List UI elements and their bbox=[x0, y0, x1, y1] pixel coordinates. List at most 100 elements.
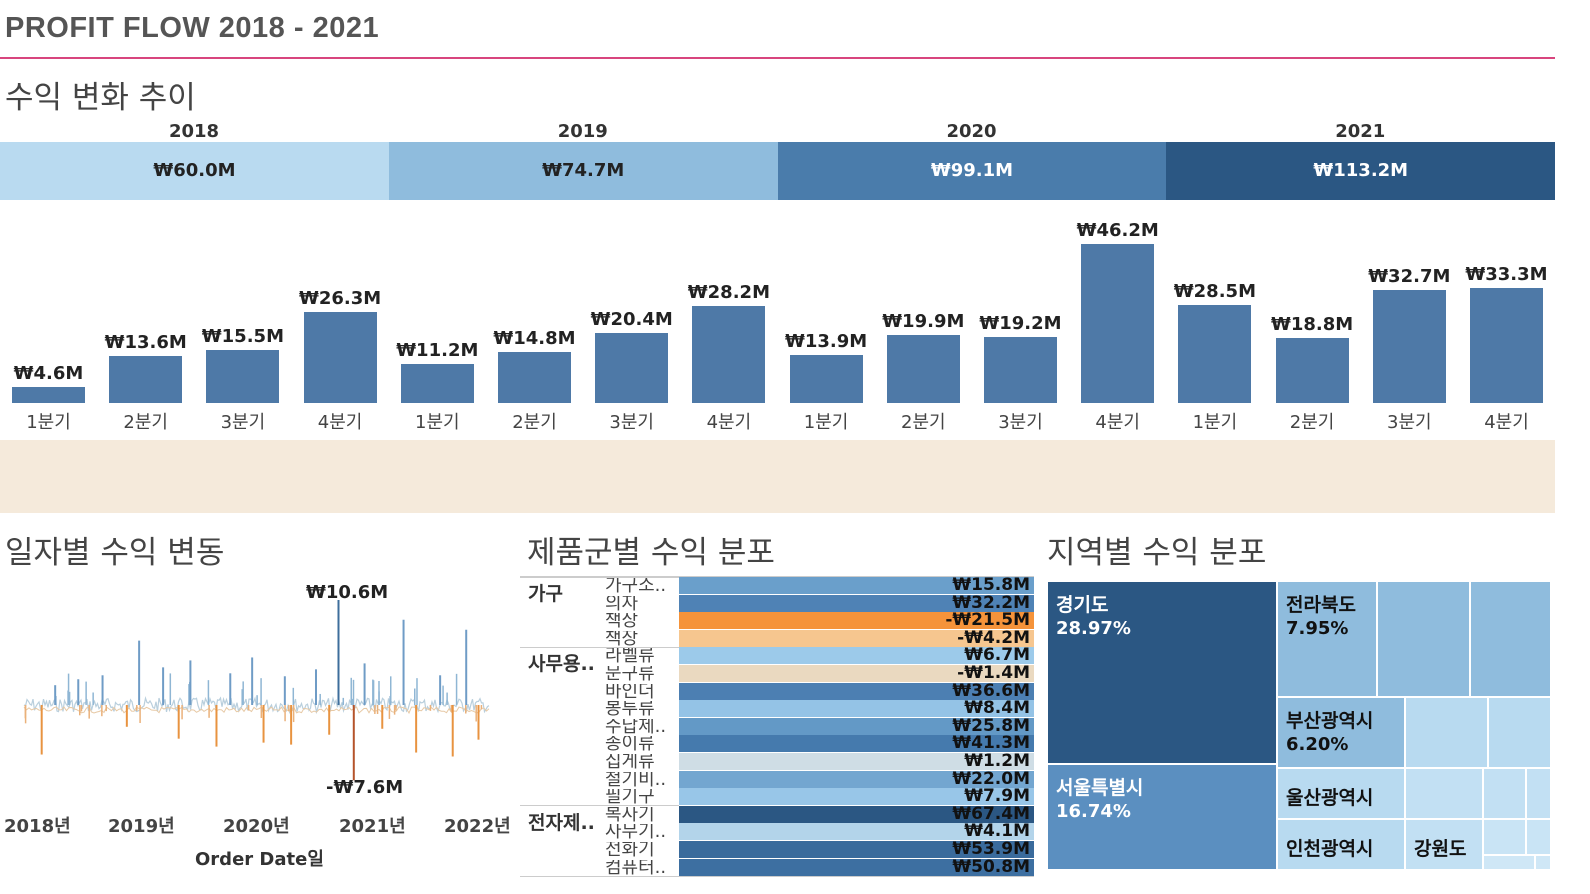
product-bar: -₩1.4M bbox=[679, 663, 1034, 683]
product-subcategory-label: 책상 bbox=[605, 613, 639, 631]
quarter-bar bbox=[400, 364, 474, 403]
product-subcategory-label: 전화기 bbox=[605, 842, 655, 859]
quarter-bar bbox=[1372, 290, 1446, 403]
region-cell-unlabeled bbox=[1483, 855, 1535, 870]
region-cell-unlabeled bbox=[1488, 697, 1551, 768]
daily-x-tick-label: 2018년 bbox=[4, 816, 71, 837]
region-name: 울산광역시 bbox=[1286, 786, 1374, 809]
quarter-bar-label: ₩19.2M bbox=[979, 312, 1062, 334]
region-cell-unlabeled bbox=[1526, 819, 1551, 855]
quarter-tick-label: 2분기 bbox=[901, 412, 946, 433]
quarter-tick-label: 4분기 bbox=[706, 412, 752, 433]
quarter-bar-label: ₩33.3M bbox=[1465, 264, 1548, 286]
product-subcategory-label: 집게류 bbox=[605, 754, 655, 771]
product-frame-bottom bbox=[520, 876, 1034, 878]
quarter-bar-label: ₩4.6M bbox=[13, 363, 84, 385]
region-cell-unlabeled bbox=[1535, 855, 1551, 870]
quarter-tick-label: 4분기 bbox=[1095, 412, 1140, 433]
product-bar: ₩22.0M bbox=[679, 768, 1034, 789]
product-bar-label: ₩15.8M bbox=[952, 575, 1030, 595]
product-bar: ₩41.3M bbox=[679, 733, 1034, 753]
region-name: 서울특별시 bbox=[1056, 777, 1144, 799]
region-cell-unlabeled bbox=[1483, 819, 1526, 855]
product-bar: ₩7.9M bbox=[679, 786, 1034, 807]
quarter-tick-label: 2분기 bbox=[123, 412, 168, 433]
product-group-separator bbox=[520, 805, 679, 807]
quarter-bar bbox=[692, 305, 766, 403]
quarter-bar-label: ₩26.3M bbox=[299, 288, 382, 310]
product-bar: ₩15.8M bbox=[679, 575, 1034, 595]
trend-section-title: 수익 변화 추이 bbox=[5, 80, 196, 116]
product-bar: -₩4.2M bbox=[679, 627, 1034, 648]
region-name: 강원도 bbox=[1414, 837, 1467, 860]
product-bar-label: ₩53.9M bbox=[952, 839, 1030, 859]
product-bar-label: ₩67.4M bbox=[952, 803, 1030, 824]
quarter-tick-label: 1분기 bbox=[1192, 412, 1238, 433]
product-bar-label: ₩50.8M bbox=[952, 856, 1030, 877]
product-bar: ₩32.2M bbox=[679, 593, 1034, 613]
product-subcategory-label: 철기비.. bbox=[605, 771, 667, 789]
product-frame-top bbox=[520, 576, 1034, 577]
product-subcategory-label: 사무기.. bbox=[605, 824, 667, 842]
product-category-label: 전자제.. bbox=[528, 811, 595, 834]
daily-min-label: -₩7.6M bbox=[326, 777, 404, 798]
quarter-tick-label: 3분기 bbox=[609, 412, 654, 433]
product-bar-label: -₩4.2M bbox=[957, 627, 1030, 648]
daily-x-axis-title: Order Date일 bbox=[195, 849, 324, 870]
quarter-bar-label: ₩15.5M bbox=[201, 325, 284, 347]
region-cell-unlabeled bbox=[1377, 581, 1470, 697]
region-cell: 경기도 28.97% bbox=[1047, 581, 1277, 764]
quarter-bar bbox=[206, 349, 280, 403]
product-bar-label: ₩8.4M bbox=[964, 698, 1030, 719]
product-bar-label: ₩7.9M bbox=[964, 786, 1030, 807]
region-cell: 강원도 bbox=[1405, 819, 1483, 870]
product-category-label: 사무용.. bbox=[528, 653, 595, 676]
region-percent: 28.97% bbox=[1056, 618, 1131, 639]
product-bar-label: ₩36.6M bbox=[952, 680, 1030, 701]
quarter-bar bbox=[595, 332, 669, 403]
product-bar-label: ₩22.0M bbox=[952, 768, 1030, 789]
product-bar: ₩8.4M bbox=[679, 698, 1034, 719]
year-total-cell: ₩74.7M bbox=[388, 142, 778, 200]
quarter-tick-label: 1분기 bbox=[26, 412, 71, 433]
product-group-separator bbox=[520, 646, 679, 648]
spacer-band bbox=[0, 440, 1555, 513]
quarter-bar-label: ₩28.5M bbox=[1173, 280, 1256, 302]
daily-x-tick-label: 2019년 bbox=[108, 816, 175, 837]
quarter-tick-label: 3분기 bbox=[998, 412, 1043, 433]
quarter-bar-label: ₩11.2M bbox=[396, 340, 479, 362]
year-total-cell: ₩99.1M bbox=[777, 142, 1167, 200]
product-section-title: 제품군별 수익 분포 bbox=[527, 535, 775, 571]
year-label: 2018 bbox=[168, 121, 220, 142]
quarter-bar bbox=[498, 352, 571, 403]
region-name: 인천광역시 bbox=[1286, 837, 1374, 860]
daily-x-tick-label: 2021년 bbox=[339, 816, 406, 837]
product-subcategory-label: 바인더 bbox=[605, 683, 655, 701]
product-category-label: 가구 bbox=[528, 583, 563, 605]
region-name: 전라북도 bbox=[1286, 594, 1356, 616]
product-subcategory-label: 가구소.. bbox=[605, 578, 667, 595]
quarter-bar bbox=[1470, 288, 1543, 403]
quarter-bar-label: ₩18.8M bbox=[1271, 314, 1354, 336]
quarter-bar-label: ₩32.7M bbox=[1368, 266, 1451, 288]
quarter-bar bbox=[789, 355, 863, 403]
product-bar: ₩53.9M bbox=[679, 839, 1034, 859]
title-divider bbox=[0, 57, 1555, 59]
region-name: 부산광역시 bbox=[1286, 710, 1374, 732]
quarter-tick-label: 4분기 bbox=[317, 412, 363, 433]
year-label: 2021 bbox=[1335, 121, 1386, 142]
product-bar: ₩6.7M bbox=[679, 645, 1034, 665]
year-label: 2020 bbox=[946, 121, 997, 142]
daily-profit-chart bbox=[23, 600, 490, 781]
region-cell: 전라북도 7.95% bbox=[1277, 581, 1377, 697]
product-bar: ₩67.4M bbox=[679, 803, 1034, 824]
quarter-bar-label: ₩28.2M bbox=[687, 281, 770, 303]
product-bar: -₩21.5M bbox=[679, 610, 1034, 630]
product-subcategory-label: 컴퓨터.. bbox=[605, 859, 667, 877]
product-bar-label: -₩1.4M bbox=[957, 663, 1030, 683]
quarter-bar-label: ₩14.8M bbox=[493, 328, 576, 350]
product-bar-label: ₩1.2M bbox=[964, 751, 1030, 771]
product-bar: ₩1.2M bbox=[679, 751, 1034, 771]
quarter-bar-label: ₩13.9M bbox=[785, 331, 868, 353]
daily-x-tick-label: 2020년 bbox=[223, 816, 290, 837]
